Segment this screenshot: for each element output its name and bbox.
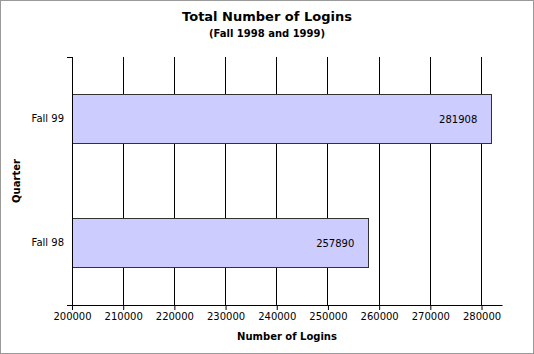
bar <box>72 218 368 268</box>
y-axis: Fall 98 Fall 99 <box>32 58 73 306</box>
x-tick: 250000 <box>309 305 347 322</box>
x-tick: 230000 <box>207 305 245 322</box>
y-tick: Fall 98 <box>32 237 72 248</box>
x-tick-mark <box>277 305 278 310</box>
x-tick-label: 280000 <box>463 311 501 322</box>
x-axis: 200000 210000 220000 230000 240000 250000 2600… <box>53 305 502 322</box>
x-tick-label: 200000 <box>53 311 91 322</box>
data-label: 281908 <box>439 114 477 125</box>
x-tick-mark <box>379 305 380 310</box>
x-tick: 260000 <box>361 305 399 322</box>
x-tick-label: 230000 <box>207 311 245 322</box>
x-tick: 200000 <box>53 305 91 322</box>
x-tick-label: 240000 <box>258 311 296 322</box>
x-tick-label: 270000 <box>412 311 450 322</box>
x-tick: 210000 <box>105 305 143 322</box>
x-tick-label: 260000 <box>361 311 399 322</box>
y-tick-label: Fall 98 <box>32 237 64 248</box>
bars <box>72 94 491 268</box>
x-tick-label: 250000 <box>309 311 347 322</box>
y-tick-label: Fall 99 <box>32 113 64 124</box>
x-tick: 220000 <box>156 305 194 322</box>
x-tick-mark <box>328 305 329 310</box>
background <box>1 1 534 354</box>
x-tick-mark <box>226 305 227 310</box>
data-labels: 257890 281908 <box>316 114 477 249</box>
x-tick: 240000 <box>258 305 296 322</box>
y-tick: Fall 99 <box>32 113 72 124</box>
x-tick-mark <box>430 305 431 310</box>
x-tick-mark <box>174 305 175 310</box>
x-tick: 270000 <box>412 305 450 322</box>
y-axis-title: Quarter <box>11 159 22 203</box>
x-axis-line <box>73 305 503 306</box>
x-tick-label: 210000 <box>105 311 143 322</box>
x-tick-label: 220000 <box>156 311 194 322</box>
x-tick-mark <box>123 305 124 310</box>
data-label: 257890 <box>316 238 354 249</box>
x-tick: 280000 <box>463 305 501 322</box>
subtitle: (Fall 1998 and 1999) <box>209 28 325 39</box>
x-tick-mark <box>482 305 483 310</box>
x-axis-title: Number of Logins <box>237 331 337 342</box>
y-axis-line <box>67 58 73 306</box>
chart: 200000 210000 220000 230000 240000 250000 2600… <box>0 0 534 354</box>
bar <box>72 94 491 144</box>
title: Total Number of Logins <box>182 9 352 24</box>
